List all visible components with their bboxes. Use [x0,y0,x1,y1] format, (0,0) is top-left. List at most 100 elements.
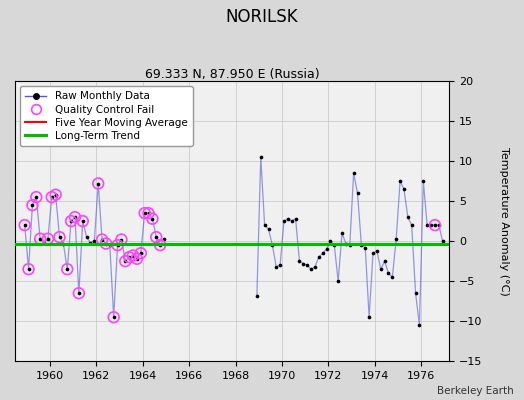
Legend: Raw Monthly Data, Quality Control Fail, Five Year Moving Average, Long-Term Tren: Raw Monthly Data, Quality Control Fail, … [20,86,192,146]
Point [361,244,369,251]
Point [276,262,285,268]
Point [431,222,439,228]
Point [396,178,405,184]
Point [113,242,122,248]
Point [74,290,83,296]
Point [24,266,32,272]
Point [148,216,157,222]
Point [423,222,431,228]
Point [43,236,52,242]
Point [86,240,95,246]
Point [144,210,152,216]
Point [427,222,435,228]
Point [140,210,149,216]
Point [129,252,137,259]
Point [56,234,64,240]
Point [342,240,350,247]
Point [125,254,134,260]
Point [152,234,160,240]
Point [434,222,443,228]
Point [36,236,45,242]
Point [400,186,408,192]
Point [392,236,400,242]
Point [71,214,79,220]
Point [322,246,331,252]
Point [32,194,40,200]
Text: NORILSK: NORILSK [226,8,298,26]
Point [415,322,423,328]
Point [299,260,308,267]
Point [28,202,37,208]
Point [133,256,141,262]
Point [152,234,160,240]
Point [419,178,428,184]
Point [117,236,126,243]
Point [98,236,106,243]
Point [373,248,381,254]
Point [283,216,292,222]
Point [408,222,416,228]
Point [102,240,110,247]
Point [106,242,114,248]
Point [280,218,288,224]
Point [253,292,261,299]
Point [67,218,75,224]
Point [144,210,152,216]
Point [36,236,45,242]
Point [148,216,157,222]
Point [56,234,64,240]
Point [403,214,412,220]
Text: Berkeley Earth: Berkeley Earth [437,386,514,396]
Point [63,266,71,272]
Point [48,194,56,200]
Point [260,222,269,228]
Point [51,192,60,198]
Point [24,266,32,272]
Point [79,218,87,224]
Point [346,242,354,248]
Point [102,240,110,247]
Point [268,242,277,248]
Point [439,238,447,244]
Point [20,222,29,228]
Point [338,230,346,236]
Point [353,190,362,196]
Point [137,250,145,256]
Point [90,238,99,244]
Point [140,210,149,216]
Point [431,222,439,228]
Point [59,240,68,247]
Point [63,266,71,272]
Point [98,236,106,243]
Point [411,290,420,296]
Point [43,236,52,242]
Point [334,278,342,284]
Point [40,240,48,246]
Point [160,236,168,242]
Point [48,194,56,200]
Point [388,274,397,280]
Title: 69.333 N, 87.950 E (Russia): 69.333 N, 87.950 E (Russia) [145,68,320,81]
Point [51,192,60,198]
Point [365,314,373,320]
Point [295,258,303,264]
Point [110,314,118,320]
Point [20,222,29,228]
Point [257,154,265,160]
Point [303,262,311,268]
Point [28,202,37,208]
Point [121,258,129,264]
Point [94,180,102,187]
Point [113,242,122,248]
Point [156,242,165,248]
Point [74,290,83,296]
Point [330,242,339,248]
Y-axis label: Temperature Anomaly (°C): Temperature Anomaly (°C) [499,147,509,296]
Point [357,242,366,248]
Point [94,180,102,187]
Point [319,250,327,256]
Point [369,250,377,256]
Point [79,218,87,224]
Point [384,270,392,276]
Point [67,218,75,224]
